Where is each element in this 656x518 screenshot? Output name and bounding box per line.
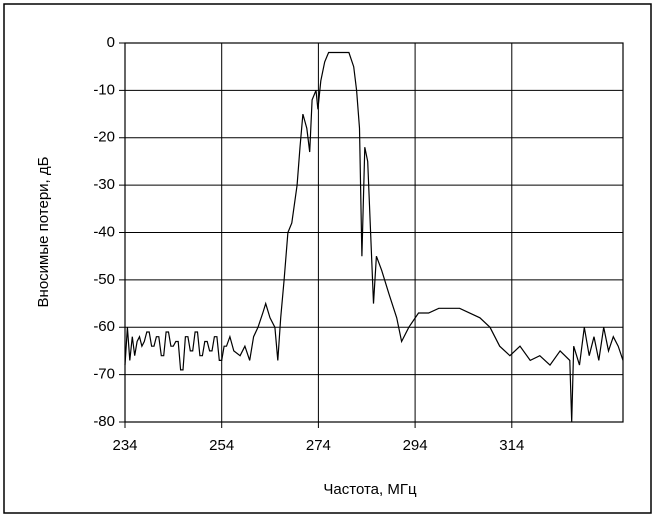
y-axis-label: Вносимые потери, дБ	[35, 156, 52, 307]
y-tick-label: -20	[93, 129, 115, 146]
x-tick-label: 294	[403, 437, 428, 454]
y-tick-label: -80	[93, 413, 115, 430]
x-tick-label: 274	[306, 437, 331, 454]
y-tick-label: -70	[93, 366, 115, 383]
data-line	[124, 51, 624, 423]
x-tick-label: 234	[112, 437, 137, 454]
x-tick-label: 254	[209, 437, 234, 454]
y-tick-label: -60	[93, 318, 115, 335]
figure-frame	[3, 3, 652, 514]
x-axis-label: Частота, МГц	[323, 481, 417, 498]
plot-frame	[124, 42, 624, 423]
y-tick-label: -50	[93, 271, 115, 288]
y-tick-label: -40	[93, 223, 115, 240]
x-tick-label: 314	[499, 437, 524, 454]
y-tick-label: -10	[93, 81, 115, 98]
y-tick-label: 0	[107, 34, 115, 51]
y-tick-label: -30	[93, 176, 115, 193]
